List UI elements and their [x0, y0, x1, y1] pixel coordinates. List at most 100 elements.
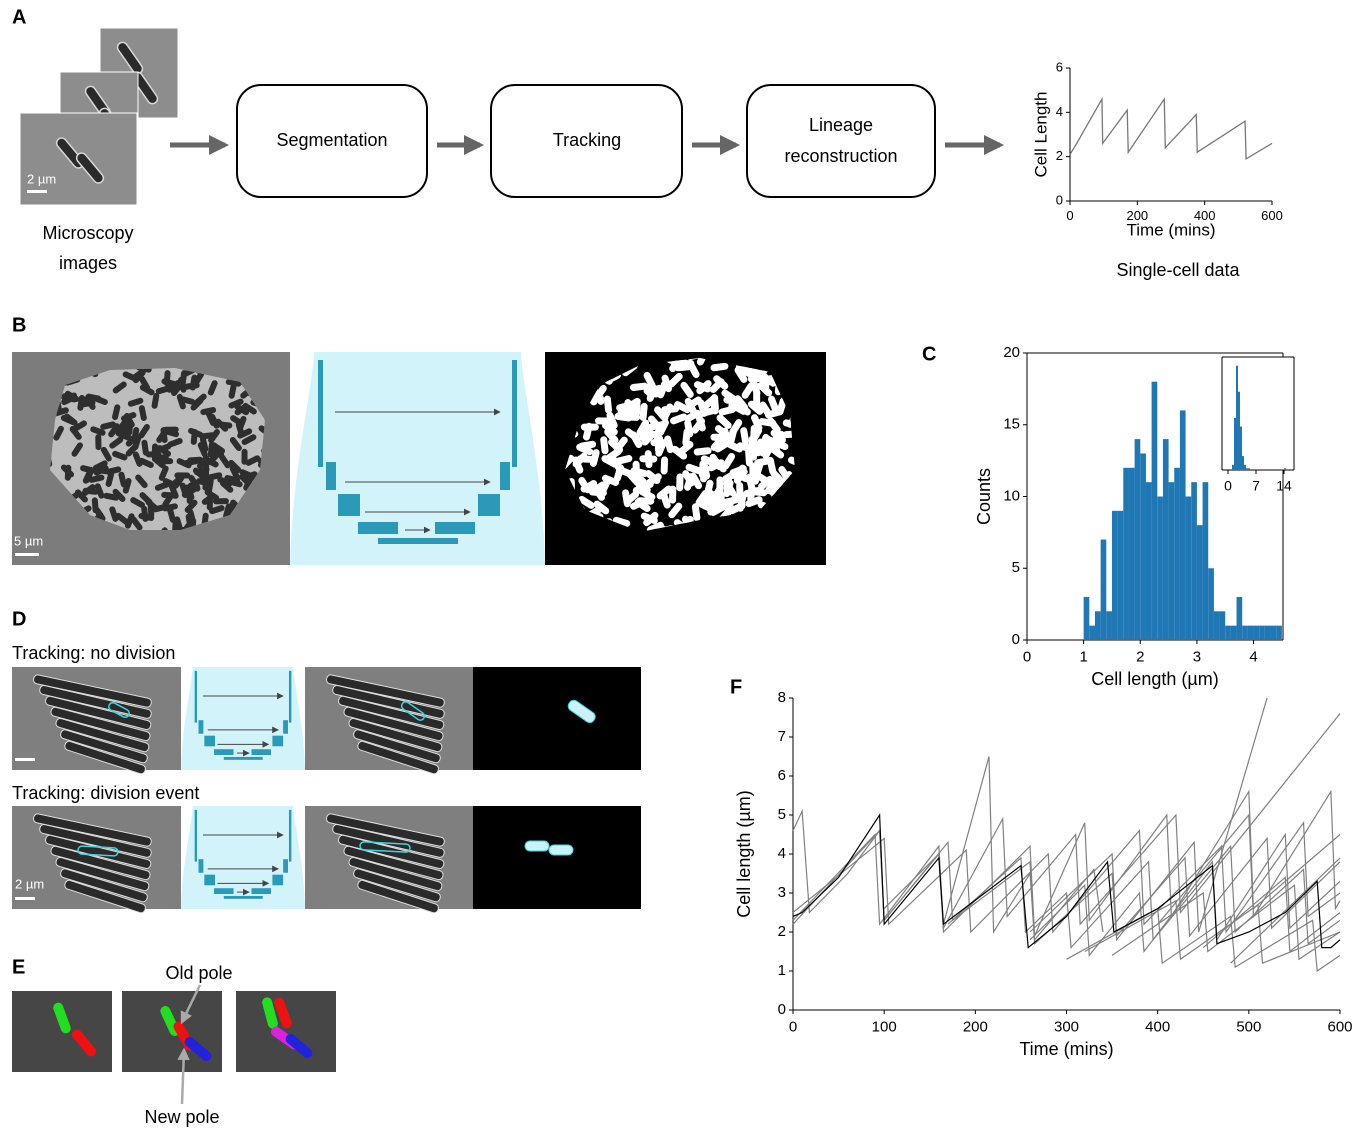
- x-tick-label: 2: [1136, 648, 1144, 665]
- mask-cell: [684, 409, 701, 423]
- histogram-bar: [1168, 482, 1175, 640]
- step-label: Tracking: [553, 130, 621, 150]
- unet-layer: [435, 522, 475, 534]
- cell: [93, 465, 109, 476]
- x-tick-label: 14: [1276, 477, 1292, 493]
- inset-background: [1222, 357, 1294, 470]
- mask-cell: [680, 381, 694, 398]
- x-tick-label: 100: [872, 1018, 897, 1035]
- unet-layer: [272, 874, 284, 886]
- cell: [81, 484, 96, 497]
- histogram-bar: [1246, 468, 1248, 470]
- data-line: [1066, 907, 1341, 973]
- mask-cell: [713, 375, 729, 390]
- cell: [112, 488, 126, 502]
- mask-cell: [691, 503, 701, 522]
- x-tick-label: 300: [1054, 1018, 1079, 1035]
- mask-cell: [754, 457, 773, 467]
- cell: [179, 396, 196, 405]
- step-box: [236, 84, 428, 198]
- histogram-bar: [1145, 482, 1152, 640]
- mask-cell: [601, 474, 620, 486]
- x-tick-label: 4: [1249, 648, 1257, 665]
- cell: [105, 471, 115, 487]
- cell: [229, 465, 241, 481]
- histogram-bar: [1185, 496, 1192, 640]
- unet-layer: [272, 735, 284, 747]
- x-axis-label: Time (mins): [1126, 220, 1215, 239]
- cell: [127, 397, 144, 407]
- cell: [145, 451, 162, 458]
- cell: [55, 717, 150, 753]
- cell: [147, 501, 155, 518]
- mask-cell: [643, 383, 660, 398]
- mask-cell: [710, 435, 725, 451]
- cell: [90, 426, 106, 436]
- cell: [163, 428, 180, 438]
- cell: [204, 489, 220, 501]
- histogram-bar: [1162, 439, 1169, 640]
- unet-layer: [223, 756, 263, 760]
- histogram-bar: [1123, 467, 1129, 640]
- mask-cell: [733, 468, 748, 484]
- cell: [60, 464, 75, 478]
- cell: [357, 740, 439, 775]
- histogram-bar: [1106, 611, 1112, 640]
- cell: [112, 450, 128, 461]
- mask-cell: [767, 417, 781, 434]
- panel-label: B: [12, 314, 26, 336]
- unet-layer: [378, 538, 458, 544]
- cell: [100, 446, 112, 462]
- cell: [100, 421, 116, 430]
- y-tick-label: 0: [778, 1001, 786, 1018]
- unet-layer: [283, 720, 288, 734]
- cell: [85, 466, 94, 483]
- cell: [241, 434, 257, 446]
- unet-diagram: [181, 667, 305, 770]
- pole-arrow: [180, 984, 202, 1025]
- cell: [326, 674, 445, 708]
- cell: [64, 740, 146, 775]
- cell: [190, 397, 204, 411]
- y-tick-label: 2: [778, 923, 786, 940]
- cell-outline: [77, 845, 119, 857]
- mask-image: [473, 667, 641, 770]
- y-tick-label: 10: [1003, 487, 1020, 504]
- cell: [122, 478, 132, 494]
- cell: [185, 513, 194, 530]
- histogram-bar: [1111, 510, 1118, 640]
- histogram-bar: [1236, 365, 1238, 470]
- y-tick-label: 4: [1056, 104, 1063, 119]
- mask-cell: [639, 425, 654, 442]
- histogram-bar: [1117, 510, 1124, 640]
- cell: [125, 434, 140, 447]
- cell: [218, 454, 231, 469]
- cell: [55, 856, 150, 892]
- cell: [139, 492, 153, 506]
- cell: [138, 405, 147, 421]
- histogram-bar: [1100, 539, 1107, 640]
- cell: [239, 473, 253, 487]
- mask-cell: [723, 473, 733, 492]
- data-line: [1230, 857, 1341, 964]
- unet-layer: [251, 888, 271, 895]
- x-tick-label: 500: [1236, 1018, 1261, 1035]
- histogram-bar: [1157, 496, 1163, 640]
- cell: [103, 492, 120, 501]
- panel-label: A: [12, 6, 26, 28]
- scale-bar-label: 2 µm: [15, 876, 44, 891]
- step-label: Lineage reconstruction: [784, 115, 897, 166]
- mask-cell: [603, 395, 613, 414]
- mask-cell: [595, 417, 613, 425]
- cell: [193, 466, 210, 476]
- mask-cell: [716, 414, 732, 429]
- lineage-cell: [53, 1002, 71, 1034]
- mask-cell: [728, 502, 746, 515]
- mask-cell: [700, 455, 718, 468]
- cell: [343, 706, 444, 742]
- mask-cell: [616, 401, 634, 412]
- x-tick-label: 600: [1261, 208, 1283, 223]
- x-tick-label: 600: [1327, 1018, 1352, 1035]
- histogram-bar: [1242, 456, 1244, 470]
- cell: [109, 436, 124, 449]
